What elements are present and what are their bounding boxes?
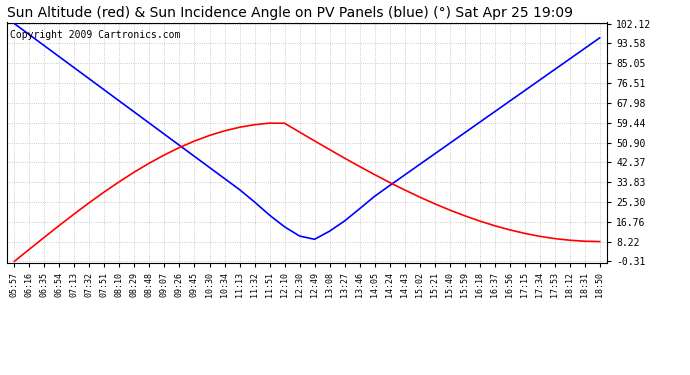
Text: Copyright 2009 Cartronics.com: Copyright 2009 Cartronics.com bbox=[10, 30, 180, 40]
Text: Sun Altitude (red) & Sun Incidence Angle on PV Panels (blue) (°) Sat Apr 25 19:0: Sun Altitude (red) & Sun Incidence Angle… bbox=[7, 6, 573, 20]
